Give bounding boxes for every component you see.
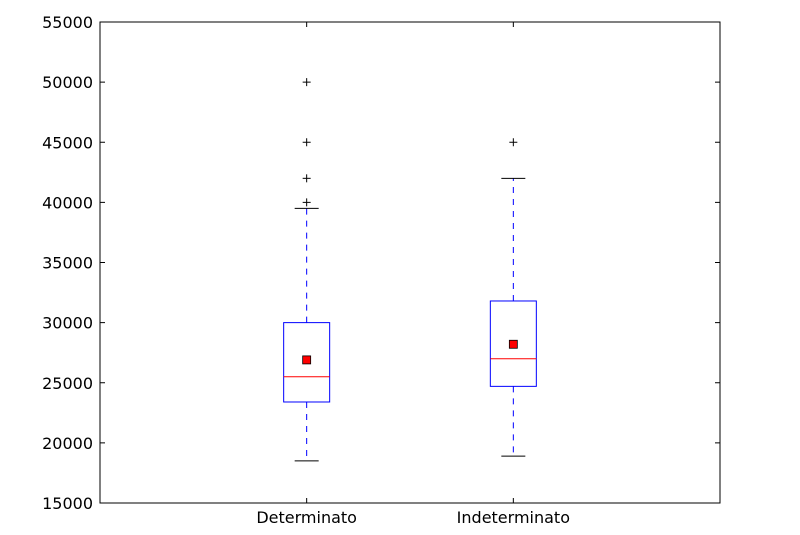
x-tick-label: Determinato	[256, 508, 357, 527]
box-determinato	[283, 78, 331, 462]
plot-area	[99, 21, 721, 504]
mean-marker	[508, 339, 518, 349]
y-tick-label: 45000	[42, 133, 93, 152]
y-tick-label: 25000	[42, 374, 93, 393]
box-indeterminato	[489, 138, 537, 457]
x-tick-label: Indeterminato	[457, 508, 570, 527]
y-tick-label: 20000	[42, 434, 93, 453]
y-tick-label: 55000	[42, 13, 93, 32]
iqr-box	[283, 322, 331, 403]
y-tick-label: 35000	[42, 254, 93, 273]
y-tick-label: 15000	[42, 494, 93, 513]
y-axis: 15000 20000 25000 30000 35000 40000 45000 50000…	[42, 13, 720, 513]
y-tick-label: 40000	[42, 193, 93, 212]
iqr-box	[489, 300, 537, 387]
y-tick-label: 30000	[42, 314, 93, 333]
y-tick-label: 50000	[42, 73, 93, 92]
boxes-group	[283, 78, 537, 462]
mean-marker	[302, 355, 312, 365]
x-axis: Determinato Indeterminato	[256, 22, 570, 527]
